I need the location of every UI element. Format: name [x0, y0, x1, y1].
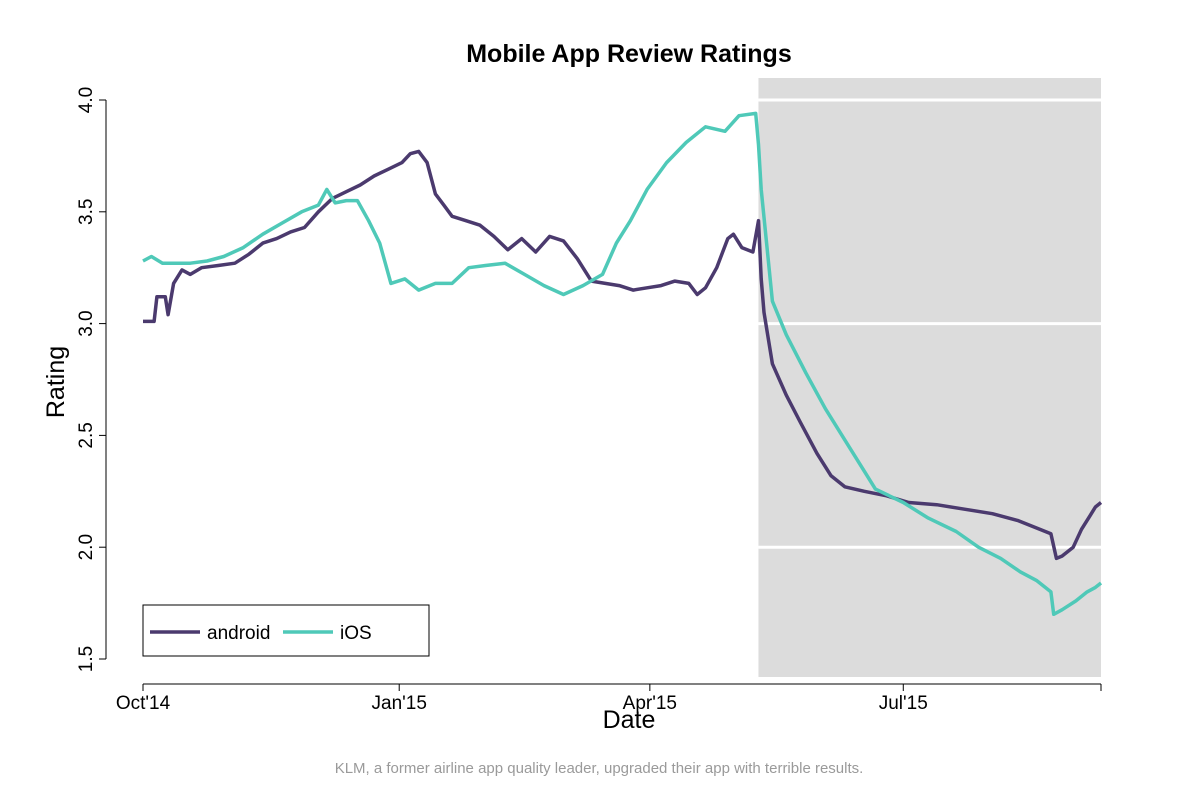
series-line-ios [142, 111, 1103, 617]
x-axis-label: Date [603, 706, 656, 734]
x-tick-label: Oct'14 [116, 693, 171, 714]
legend: android iOS [142, 604, 430, 657]
y-tick-label: 3.0 [76, 310, 97, 336]
post-update-region [758, 78, 1101, 677]
legend-label-ios: iOS [340, 623, 372, 644]
legend-label-android: android [207, 623, 270, 644]
y-tick-label: 3.5 [76, 199, 97, 225]
chart-title: Mobile App Review Ratings [466, 40, 792, 68]
y-tick-label: 2.5 [76, 422, 97, 448]
y-tick-label: 4.0 [76, 87, 97, 113]
y-tick-label: 2.0 [76, 534, 97, 560]
highlight-region-layer [758, 78, 1101, 677]
x-tick-label: Apr'15 [623, 693, 677, 714]
x-tick-label: Jul'15 [879, 693, 928, 714]
series-layer [142, 111, 1103, 617]
figure-caption: KLM, a former airline app quality leader… [334, 760, 864, 777]
x-tick-label: Jan'15 [372, 693, 427, 714]
axes-layer: Oct'14 Jan'15 Apr'15 Jul'15 1.5 2.0 2.5 3.0 3.5 4… [76, 87, 1102, 714]
y-tick-label: 1.5 [76, 646, 97, 672]
y-axis-label: Rating [42, 346, 70, 418]
